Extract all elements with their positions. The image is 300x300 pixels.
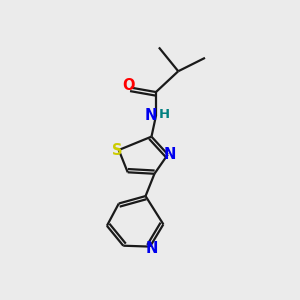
Text: O: O — [122, 78, 135, 93]
Text: H: H — [159, 108, 170, 121]
Text: S: S — [112, 142, 123, 158]
Text: N: N — [144, 108, 157, 123]
Text: N: N — [145, 242, 158, 256]
Text: N: N — [164, 147, 176, 162]
